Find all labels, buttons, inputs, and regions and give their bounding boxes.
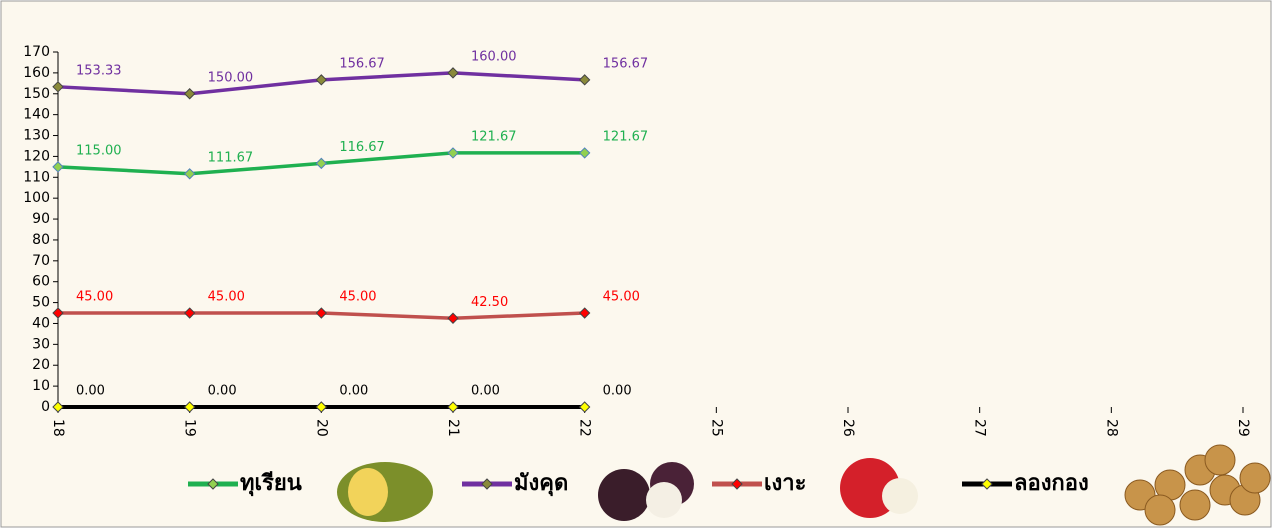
data-label: 115.00	[76, 143, 122, 158]
fruit-image	[348, 468, 388, 516]
y-tick-label: 10	[32, 378, 50, 394]
marker	[183, 88, 196, 100]
data-label: 45.00	[76, 290, 113, 305]
marker	[52, 307, 64, 319]
data-label: 150.00	[208, 70, 254, 85]
x-tick-label: 28	[1103, 419, 1119, 437]
y-tick-label: 130	[23, 128, 50, 144]
fruit-image	[1204, 444, 1236, 476]
y-tick-label: 30	[32, 336, 50, 352]
fruit-image	[1239, 462, 1271, 494]
data-label: 45.00	[339, 290, 376, 305]
data-label: 42.50	[471, 295, 508, 310]
legend-label: มังคุด	[514, 471, 568, 497]
marker	[52, 81, 64, 93]
y-tick-label: 160	[23, 65, 50, 81]
marker	[578, 74, 591, 86]
marker	[447, 401, 459, 413]
data-label: 116.67	[339, 140, 385, 155]
y-tick-label: 140	[23, 107, 50, 123]
y-tick-label: 110	[23, 169, 50, 185]
marker	[315, 307, 328, 319]
marker	[183, 168, 196, 180]
marker	[52, 401, 64, 413]
fruit-image	[646, 482, 682, 518]
data-label: 45.00	[208, 290, 245, 305]
marker	[52, 161, 64, 173]
marker	[315, 74, 328, 86]
legend-label: ลองกอง	[1014, 471, 1089, 496]
x-tick-label: 22	[577, 419, 593, 437]
y-tick-label: 20	[32, 357, 50, 373]
marker	[447, 147, 459, 159]
data-label: 153.33	[76, 63, 122, 78]
marker	[447, 312, 459, 324]
legend-marker	[207, 478, 219, 490]
marker	[183, 401, 196, 413]
legend-marker	[481, 478, 493, 490]
data-label: 121.67	[471, 129, 517, 144]
legend-label: ทุเรียน	[240, 471, 302, 497]
legend-marker	[731, 478, 743, 490]
x-tick-label: 18	[50, 419, 66, 437]
data-label: 0.00	[339, 384, 368, 399]
data-label: 121.67	[603, 129, 649, 144]
x-tick-label: 29	[1235, 419, 1251, 437]
marker	[578, 307, 591, 319]
y-tick-label: 150	[23, 86, 50, 102]
marker	[183, 307, 196, 319]
data-label: 156.67	[603, 56, 649, 71]
x-tick-label: 21	[445, 419, 461, 437]
legend-item: ลองกอง	[962, 444, 1271, 526]
x-tick-label: 26	[840, 419, 856, 437]
marker	[578, 401, 591, 413]
x-tick-label: 20	[313, 419, 329, 437]
data-label: 0.00	[471, 384, 500, 399]
y-tick-label: 90	[32, 211, 50, 227]
data-label: 111.67	[208, 150, 254, 165]
legend-label: เงาะ	[764, 471, 806, 496]
legend-marker	[981, 478, 993, 490]
y-tick-label: 100	[23, 190, 50, 206]
legend-item: มังคุด	[462, 462, 694, 521]
fruit-image	[882, 478, 918, 514]
y-tick-label: 80	[32, 232, 50, 248]
y-tick-label: 170	[23, 44, 50, 60]
x-tick-label: 25	[708, 419, 724, 437]
fruit-image	[1144, 494, 1176, 526]
data-label: 160.00	[471, 49, 517, 64]
y-tick-label: 50	[32, 295, 50, 311]
marker	[447, 67, 459, 79]
fruit-image	[1179, 489, 1211, 521]
marker	[578, 147, 591, 159]
x-tick-label: 19	[182, 419, 198, 437]
y-tick-label: 60	[32, 274, 50, 290]
data-label: 0.00	[76, 384, 105, 399]
y-tick-label: 120	[23, 148, 50, 164]
marker	[315, 401, 328, 413]
y-tick-label: 70	[32, 253, 50, 269]
marker	[315, 157, 328, 170]
data-label: 0.00	[208, 384, 237, 399]
y-tick-label: 40	[32, 315, 50, 331]
data-label: 156.67	[339, 56, 385, 71]
legend-item: ทุเรียน	[188, 462, 433, 522]
data-label: 45.00	[603, 290, 640, 305]
data-label: 0.00	[603, 384, 632, 399]
x-tick-label: 27	[972, 419, 988, 437]
fruit-image	[598, 469, 650, 521]
y-tick-label: 0	[41, 399, 50, 415]
legend-item: เงาะ	[712, 458, 918, 518]
